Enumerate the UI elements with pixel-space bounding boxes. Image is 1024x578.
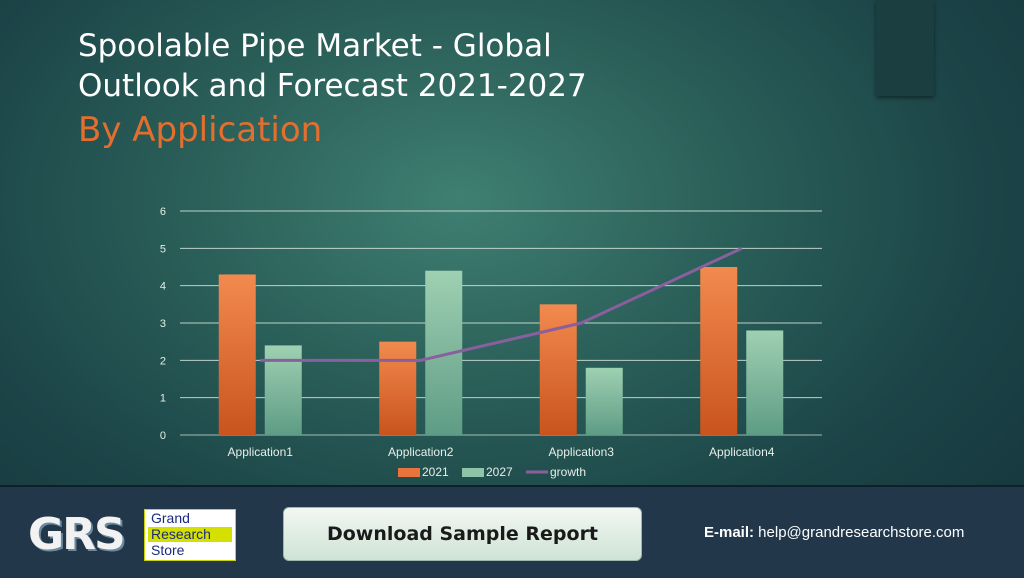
- download-sample-report-button[interactable]: Download Sample Report: [283, 507, 642, 561]
- y-tick-label-2: 2: [160, 355, 166, 367]
- y-tick-label-3: 3: [160, 318, 166, 330]
- x-tick-label-Application2: Application2: [388, 445, 454, 459]
- y-tick-label-5: 5: [160, 243, 166, 255]
- x-tick-label-Application4: Application4: [709, 445, 775, 459]
- email-label: E-mail:: [704, 524, 755, 541]
- logo-word-store: Store: [151, 542, 185, 558]
- email-contact[interactable]: E-mail: help@grandresearchstore.com: [704, 524, 964, 541]
- bar-2027-Application4: [746, 330, 784, 435]
- bar-2021-Application2: [379, 341, 417, 435]
- legend-label-2021: 2021: [422, 465, 449, 479]
- logo-word-grand: Grand: [151, 510, 190, 526]
- page-subtitle: By Application: [78, 110, 323, 150]
- logo-word-research: Research: [148, 527, 232, 542]
- legend-swatch-2027: [462, 468, 484, 477]
- title-line-1: Spoolable Pipe Market - Global: [78, 28, 552, 64]
- slide-area: Spoolable Pipe Market - Global Outlook a…: [78, 0, 934, 479]
- y-tick-label-1: 1: [160, 393, 166, 405]
- x-tick-label-Application3: Application3: [549, 445, 615, 459]
- line-growth: [260, 246, 743, 362]
- legend-swatch-2021: [398, 468, 420, 477]
- corner-decoration: [876, 0, 934, 96]
- bar-2021-Application1: [218, 274, 256, 435]
- x-tick-label-Application1: Application1: [228, 445, 294, 459]
- footer-bar: GRS Grand Research Store Download Sample…: [0, 485, 1024, 578]
- bar-2027-Application3: [585, 367, 623, 435]
- legend-label-2027: 2027: [486, 465, 513, 479]
- email-address[interactable]: help@grandresearchstore.com: [754, 524, 965, 541]
- legend-label-growth: growth: [550, 465, 586, 479]
- y-tick-label-4: 4: [160, 281, 166, 293]
- bar-line-chart: 0 1 2 3 4 5 6 Application1 Application2 Applicati…: [160, 206, 822, 479]
- logo-letters: GRS: [28, 509, 126, 560]
- title-line-2: Outlook and Forecast 2021-2027: [78, 68, 587, 104]
- page-title: Spoolable Pipe Market - Global Outlook a…: [78, 26, 838, 106]
- bar-2021-Application4: [700, 267, 738, 435]
- y-tick-label-6: 6: [160, 206, 166, 218]
- grs-logo[interactable]: GRS Grand Research Store: [28, 509, 238, 561]
- y-tick-label-0: 0: [160, 430, 166, 442]
